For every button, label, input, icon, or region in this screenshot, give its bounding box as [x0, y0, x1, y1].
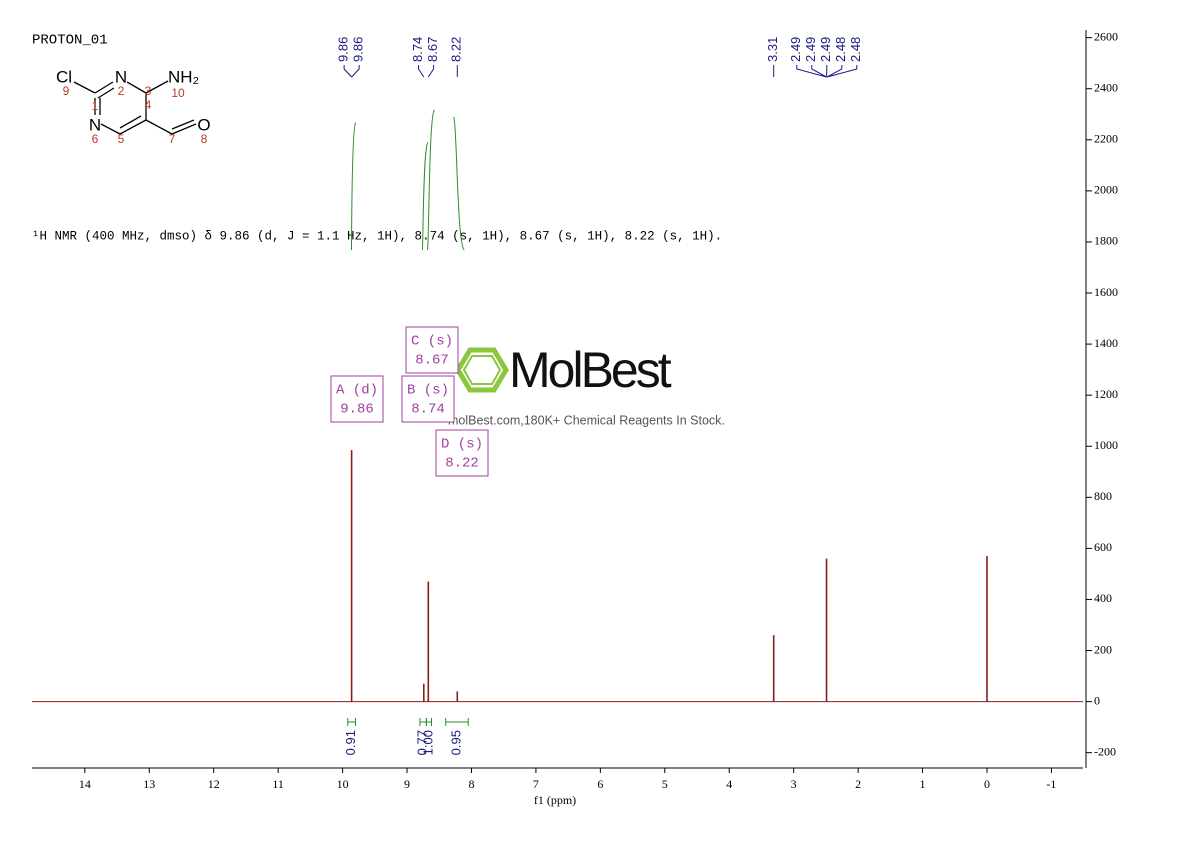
- integral-curve: [453, 116, 465, 251]
- peak-leader: [811, 65, 827, 78]
- multiplet-label: D (s): [441, 437, 483, 453]
- y-tick-label: 1600: [1094, 285, 1118, 299]
- multiplet-shift: 8.22: [445, 456, 479, 472]
- peak-leader: [351, 65, 360, 78]
- x-tick-label: 3: [791, 777, 797, 791]
- peak-leader: [826, 65, 843, 78]
- multiplet-shift: 8.67: [415, 353, 449, 369]
- atom-number: 10: [171, 86, 185, 100]
- x-tick-label: 13: [143, 777, 155, 791]
- integral-bracket: [347, 718, 356, 726]
- peak-label: 8.67: [425, 37, 440, 62]
- multiplet-shift: 9.86: [340, 402, 374, 418]
- integral-label: 1.00: [420, 730, 435, 755]
- y-tick-label: 800: [1094, 489, 1112, 503]
- y-tick-label: 200: [1094, 642, 1112, 656]
- watermark: MolBest molBest.com,180K+ Chemical Reage…: [448, 342, 725, 427]
- integral-bracket: [419, 718, 427, 726]
- y-tick-label: 2000: [1094, 183, 1118, 197]
- atom: O: [197, 115, 210, 134]
- peak-leader: [343, 65, 352, 78]
- atom: Cl: [56, 67, 72, 86]
- peak-label: 9.86: [351, 37, 366, 62]
- peak-label: 2.49: [803, 37, 818, 62]
- x-tick-label: 1: [920, 777, 926, 791]
- watermark-text: MolBest: [509, 342, 672, 398]
- multiplet-box: [330, 375, 384, 423]
- y-tick-label: 2200: [1094, 132, 1118, 146]
- atom-number: 9: [63, 84, 70, 98]
- multiplet-label: B (s): [407, 383, 449, 399]
- integral-label: 0.77: [415, 730, 430, 755]
- chart-title: PROTON_01: [32, 33, 108, 49]
- y-tick-label: 400: [1094, 591, 1112, 605]
- integral-label: 0.91: [343, 730, 358, 755]
- y-tick-label: 0: [1094, 693, 1100, 707]
- peak-leader: [796, 65, 827, 78]
- multiplet-label: A (d): [336, 383, 378, 399]
- y-tick-label: 1000: [1094, 438, 1118, 452]
- multiplet-box: [405, 326, 459, 374]
- y-tick-label: 1800: [1094, 234, 1118, 248]
- integral-label: 0.95: [448, 730, 463, 755]
- x-tick-label: 9: [404, 777, 410, 791]
- peak-label: 8.22: [449, 37, 464, 62]
- y-tick-label: 600: [1094, 540, 1112, 554]
- x-tick-label: 0: [984, 777, 990, 791]
- atom-number: 2: [118, 84, 125, 98]
- integral-curve: [427, 109, 435, 251]
- atom: NH₂: [168, 67, 199, 86]
- atom-number: 7: [169, 132, 176, 146]
- x-tick-label: 2: [855, 777, 861, 791]
- integral-curve: [421, 141, 429, 251]
- y-tick-label: -200: [1094, 744, 1116, 758]
- atom-number: 5: [118, 132, 125, 146]
- x-tick-label: 4: [726, 777, 732, 791]
- x-tick-label: 14: [79, 777, 91, 791]
- peak-label: 2.48: [833, 37, 848, 62]
- y-tick-label: 2400: [1094, 80, 1118, 94]
- multiplet-box: [435, 429, 489, 477]
- y-tick-label: 1400: [1094, 336, 1118, 350]
- peak-label: 9.86: [336, 37, 351, 62]
- x-tick-label: 8: [468, 777, 474, 791]
- atom-number: 8: [201, 132, 208, 146]
- multiplet-shift: 8.74: [411, 402, 445, 418]
- atom-number: 3: [145, 84, 152, 98]
- atom: N: [115, 67, 127, 86]
- x-tick-label: -1: [1046, 777, 1056, 791]
- atom-number: 4: [145, 98, 152, 112]
- atom-number: 1: [92, 99, 99, 113]
- integral-bracket: [445, 718, 469, 726]
- watermark-subtitle: molBest.com,180K+ Chemical Reagents In S…: [448, 413, 725, 427]
- atom-number: 6: [92, 132, 99, 146]
- multiplet-label: C (s): [411, 334, 453, 350]
- x-tick-label: 11: [272, 777, 284, 791]
- peak-leader: [418, 65, 425, 78]
- description: ¹H NMR (400 MHz, dmso) δ 9.86 (d, J = 1.…: [32, 229, 722, 243]
- atom: N: [89, 115, 101, 134]
- peak-leader: [827, 65, 858, 78]
- y-tick-label: 1200: [1094, 387, 1118, 401]
- structure: [73, 80, 197, 135]
- x-tick-label: 6: [597, 777, 603, 791]
- x-axis-label: f1 (ppm): [534, 793, 576, 807]
- peak-label: 2.48: [848, 37, 863, 62]
- peak-leader: [427, 65, 435, 78]
- x-tick-label: 10: [337, 777, 349, 791]
- peak-label: 8.74: [410, 37, 425, 62]
- x-tick-label: 7: [533, 777, 539, 791]
- peak-label: 2.49: [788, 37, 803, 62]
- peak-label: 3.31: [765, 37, 780, 62]
- multiplet-box: [401, 375, 455, 423]
- x-tick-label: 5: [662, 777, 668, 791]
- integral-curve: [350, 122, 357, 251]
- peak-label: 2.49: [818, 37, 833, 62]
- y-tick-label: 2600: [1094, 29, 1118, 43]
- x-tick-label: 12: [208, 777, 220, 791]
- integral-bracket: [425, 718, 433, 726]
